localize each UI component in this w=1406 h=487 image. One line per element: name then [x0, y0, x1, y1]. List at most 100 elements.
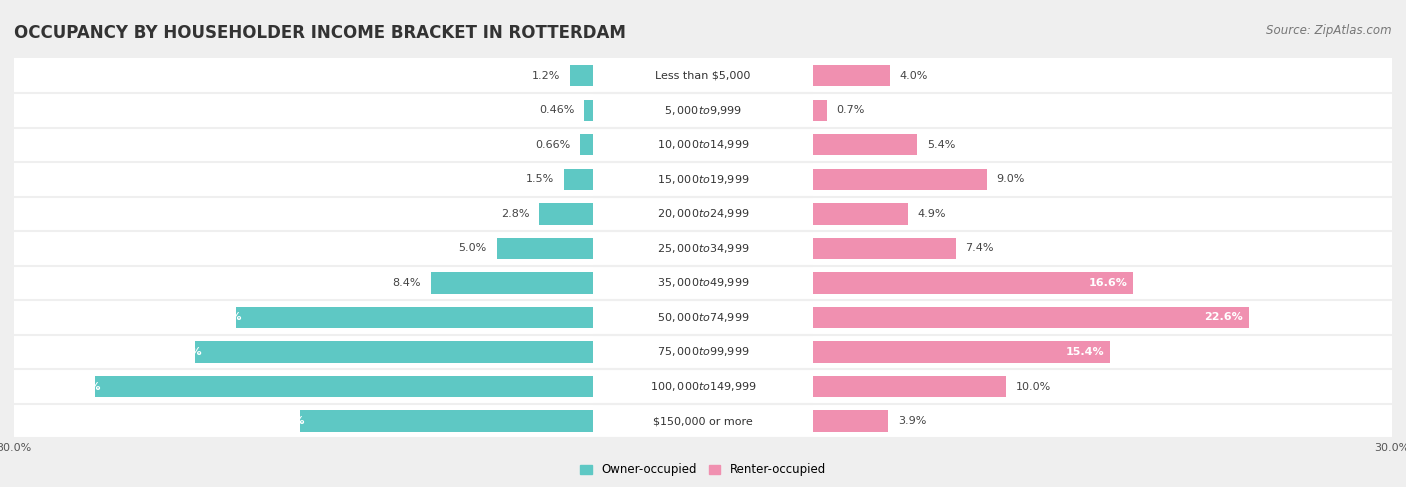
- Bar: [0, 300, 1406, 335]
- Bar: [593, 128, 813, 162]
- Text: 5.4%: 5.4%: [927, 140, 955, 150]
- Bar: [593, 369, 813, 404]
- Text: 0.46%: 0.46%: [538, 105, 575, 115]
- Bar: [236, 307, 593, 328]
- Bar: [0, 265, 1406, 300]
- Bar: [0, 335, 1406, 369]
- Text: $5,000 to $9,999: $5,000 to $9,999: [664, 104, 742, 117]
- Text: 1.2%: 1.2%: [531, 71, 560, 81]
- Bar: [0, 404, 1406, 438]
- Bar: [813, 169, 987, 190]
- Bar: [593, 265, 813, 300]
- Text: 25.8%: 25.8%: [62, 381, 101, 392]
- Text: $150,000 or more: $150,000 or more: [654, 416, 752, 426]
- Bar: [0, 404, 1406, 438]
- Bar: [593, 162, 813, 197]
- Bar: [0, 231, 1406, 265]
- Bar: [0, 58, 1406, 93]
- Text: $25,000 to $34,999: $25,000 to $34,999: [657, 242, 749, 255]
- Bar: [0, 335, 1406, 369]
- Bar: [0, 93, 1406, 128]
- Bar: [569, 65, 593, 86]
- Bar: [0, 265, 1406, 300]
- Legend: Owner-occupied, Renter-occupied: Owner-occupied, Renter-occupied: [575, 459, 831, 481]
- Bar: [813, 134, 917, 155]
- Bar: [0, 93, 1406, 128]
- Bar: [0, 300, 1406, 335]
- Bar: [581, 134, 593, 155]
- Bar: [593, 93, 813, 128]
- Bar: [0, 58, 1406, 93]
- Text: 3.9%: 3.9%: [898, 416, 927, 426]
- Text: 7.4%: 7.4%: [966, 244, 994, 253]
- Text: 10.0%: 10.0%: [1015, 381, 1050, 392]
- Bar: [813, 341, 1111, 363]
- Bar: [0, 231, 1406, 265]
- Text: 15.4%: 15.4%: [1066, 347, 1104, 357]
- Text: Source: ZipAtlas.com: Source: ZipAtlas.com: [1267, 24, 1392, 37]
- Bar: [593, 335, 813, 369]
- Text: 20.6%: 20.6%: [163, 347, 201, 357]
- Text: 0.7%: 0.7%: [837, 105, 865, 115]
- Bar: [0, 369, 1406, 404]
- Bar: [813, 203, 907, 225]
- Bar: [0, 369, 1406, 404]
- Bar: [593, 231, 813, 265]
- Bar: [593, 300, 813, 335]
- Bar: [0, 128, 1406, 162]
- Bar: [0, 335, 1406, 369]
- Bar: [0, 231, 1406, 265]
- Bar: [593, 404, 813, 438]
- Text: 4.9%: 4.9%: [917, 209, 946, 219]
- Text: $20,000 to $24,999: $20,000 to $24,999: [657, 207, 749, 220]
- Bar: [195, 341, 593, 363]
- Bar: [813, 99, 827, 121]
- Text: 1.5%: 1.5%: [526, 174, 554, 184]
- Bar: [538, 203, 593, 225]
- Text: 8.4%: 8.4%: [392, 278, 422, 288]
- Bar: [0, 197, 1406, 231]
- Bar: [0, 128, 1406, 162]
- Text: 9.0%: 9.0%: [997, 174, 1025, 184]
- Bar: [0, 300, 1406, 335]
- Bar: [813, 65, 890, 86]
- Bar: [583, 99, 593, 121]
- Text: $10,000 to $14,999: $10,000 to $14,999: [657, 138, 749, 151]
- Text: 0.66%: 0.66%: [536, 140, 571, 150]
- Text: 5.0%: 5.0%: [458, 244, 486, 253]
- Bar: [564, 169, 593, 190]
- Bar: [813, 307, 1249, 328]
- Text: $35,000 to $49,999: $35,000 to $49,999: [657, 277, 749, 289]
- Bar: [0, 197, 1406, 231]
- Bar: [813, 411, 889, 432]
- Bar: [0, 128, 1406, 162]
- Text: $50,000 to $74,999: $50,000 to $74,999: [657, 311, 749, 324]
- Text: 22.6%: 22.6%: [1205, 313, 1243, 322]
- Bar: [0, 162, 1406, 197]
- Text: 15.2%: 15.2%: [267, 416, 305, 426]
- Bar: [0, 404, 1406, 438]
- Text: OCCUPANCY BY HOUSEHOLDER INCOME BRACKET IN ROTTERDAM: OCCUPANCY BY HOUSEHOLDER INCOME BRACKET …: [14, 24, 626, 42]
- Text: $15,000 to $19,999: $15,000 to $19,999: [657, 173, 749, 186]
- Bar: [0, 265, 1406, 300]
- Text: $100,000 to $149,999: $100,000 to $149,999: [650, 380, 756, 393]
- Bar: [299, 411, 593, 432]
- Bar: [0, 197, 1406, 231]
- Text: 16.6%: 16.6%: [1088, 278, 1128, 288]
- Bar: [0, 369, 1406, 404]
- Bar: [0, 93, 1406, 128]
- Bar: [0, 162, 1406, 197]
- Text: Less than $5,000: Less than $5,000: [655, 71, 751, 81]
- Text: 2.8%: 2.8%: [501, 209, 529, 219]
- Bar: [0, 58, 1406, 93]
- Bar: [593, 58, 813, 93]
- Bar: [813, 376, 1005, 397]
- Bar: [496, 238, 593, 259]
- Text: 4.0%: 4.0%: [900, 71, 928, 81]
- Bar: [430, 272, 593, 294]
- Text: $75,000 to $99,999: $75,000 to $99,999: [657, 345, 749, 358]
- Bar: [0, 162, 1406, 197]
- Bar: [813, 272, 1133, 294]
- Bar: [96, 376, 593, 397]
- Text: 18.5%: 18.5%: [204, 313, 242, 322]
